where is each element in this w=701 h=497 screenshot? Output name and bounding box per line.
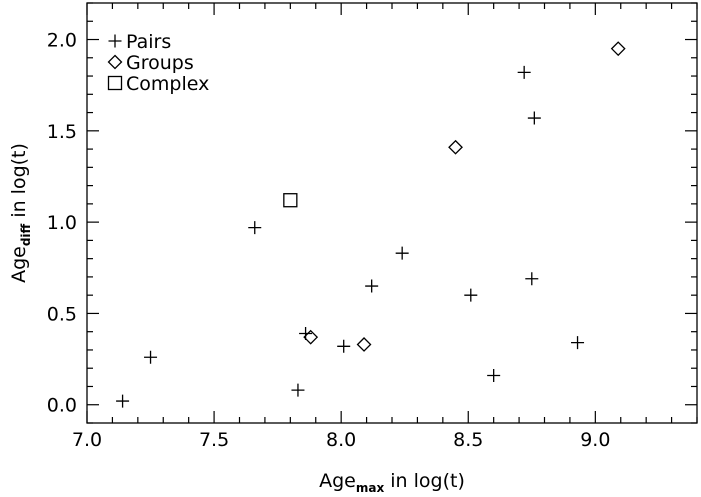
- point-pairs: [517, 65, 531, 79]
- x-tick-label: 7.0: [72, 429, 102, 451]
- point-pairs: [487, 369, 501, 383]
- point-pairs: [525, 272, 539, 286]
- point-pairs: [395, 246, 409, 260]
- point-groups: [448, 139, 463, 155]
- point-groups: [356, 337, 372, 352]
- point-pairs: [365, 279, 379, 293]
- y-tick-label: 2.0: [47, 30, 77, 52]
- axis-tick-labels: 7.0 7.5 8.0 8.5 9.0 0.0 0.5 1.0 1.5 2.0: [47, 30, 611, 451]
- point-pairs: [571, 336, 585, 350]
- legend-label-pairs: Pairs: [126, 31, 171, 53]
- legend-label-complex: Complex: [126, 73, 209, 95]
- y-tick-label: 1.5: [47, 121, 77, 143]
- legend-marker-complex: [107, 75, 123, 91]
- y-tick-label: 0.0: [47, 395, 77, 417]
- point-pairs: [527, 111, 541, 125]
- point-pairs: [464, 288, 478, 302]
- y-tick-label: 0.5: [47, 303, 77, 325]
- point-groups: [610, 41, 626, 57]
- x-tick-label: 9.0: [580, 429, 610, 451]
- data-points: [116, 41, 626, 408]
- point-groups: [303, 329, 319, 345]
- point-pairs: [248, 221, 262, 235]
- legend-label-groups: Groups: [126, 52, 194, 74]
- y-axis-label: Agediff in log(t): [8, 143, 33, 283]
- x-tick-label: 8.5: [453, 429, 483, 451]
- point-pairs: [144, 350, 158, 364]
- point-pairs: [116, 394, 130, 408]
- point-pairs: [337, 339, 351, 353]
- y-tick-label: 1.0: [47, 212, 77, 234]
- legend-marker-pairs: [108, 34, 122, 48]
- axis-ticks: [86, 2, 698, 424]
- x-tick-label: 8.0: [326, 429, 356, 451]
- x-axis-label: Agemax in log(t): [319, 470, 465, 495]
- point-complex: [283, 193, 298, 208]
- x-tick-label: 7.5: [199, 429, 229, 451]
- legend-marker-groups: [107, 54, 123, 70]
- point-pairs: [291, 383, 305, 397]
